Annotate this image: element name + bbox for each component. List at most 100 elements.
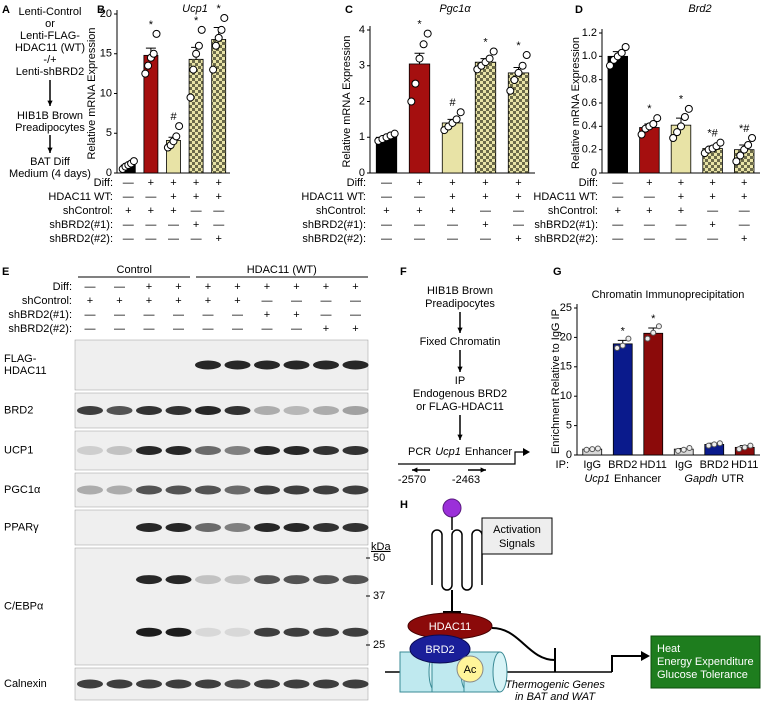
condition-sign: + <box>678 191 684 203</box>
blot-row-label: PGC1α <box>4 484 41 496</box>
kda-label: 50 <box>373 552 385 564</box>
flow-text: BAT Diff <box>30 156 71 168</box>
condition-sign: — <box>145 191 156 203</box>
blot-row-label: BRD2 <box>4 404 33 416</box>
flow-text: Lenti-shBRD2 <box>16 66 84 78</box>
kda-label: 37 <box>373 590 385 602</box>
inhibit-curve <box>491 627 556 672</box>
significance-mark: *# <box>707 128 718 140</box>
condition-sign: — <box>676 233 687 245</box>
blot-band <box>283 627 310 637</box>
condition-sign: — <box>644 219 655 231</box>
condition-sign: — <box>144 323 155 335</box>
condition-sign: + <box>205 281 211 293</box>
blot-band <box>254 523 280 532</box>
y-tick-label: 3 <box>359 60 365 72</box>
y-tick-label: 1.0 <box>582 50 597 62</box>
condition-sign: — <box>291 295 302 307</box>
blot-band <box>342 627 369 637</box>
data-point <box>716 440 723 447</box>
condition-sign: — <box>203 323 214 335</box>
blot-band <box>136 406 162 415</box>
data-point <box>510 76 519 85</box>
data-point <box>589 446 596 453</box>
bar <box>211 39 227 174</box>
condition-sign: + <box>293 281 299 293</box>
flow-text: Preadipocytes <box>15 122 85 134</box>
condition-sign: + <box>709 219 715 231</box>
condition-sign: — <box>381 233 392 245</box>
data-point <box>736 151 745 160</box>
outcome-text: Energy Expenditure <box>657 656 754 668</box>
group-label: Ucp1 Enhancer <box>584 473 661 485</box>
condition-sign: + <box>148 205 154 217</box>
blot-band <box>254 360 280 370</box>
bar <box>408 63 431 174</box>
y-tick-label: 15 <box>100 48 112 60</box>
blot-band <box>342 360 369 370</box>
data-point <box>456 108 465 117</box>
y-tick-label: 0 <box>359 167 365 179</box>
group-label: Gapdh UTR <box>684 473 744 485</box>
pcr-label: PCR Ucp1 Enhancer <box>408 446 512 458</box>
condition-sign: + <box>234 281 240 293</box>
condition-sign: — <box>612 219 623 231</box>
brd-shape <box>409 634 471 664</box>
chart-title: Chromatin Immunoprecipitation <box>592 289 745 301</box>
y-tick-label: 0.4 <box>582 120 597 132</box>
y-tick-label: 20 <box>560 331 572 343</box>
blot-band <box>195 406 221 415</box>
x-tick-label: IgG <box>675 459 693 471</box>
outcome-text: Glucose Tolerance <box>657 669 748 681</box>
condition-sign: + <box>175 281 181 293</box>
condition-sign: — <box>232 309 243 321</box>
condition-sign: + <box>215 191 221 203</box>
data-point <box>172 132 181 141</box>
condition-sign: + <box>449 191 455 203</box>
condition-sign: + <box>646 177 652 189</box>
y-tick-label: 10 <box>100 87 112 99</box>
y-tick-label: 0 <box>106 167 112 179</box>
condition-sign: + <box>170 177 176 189</box>
blot-band <box>195 485 221 495</box>
flow-text: Preadipocytes <box>425 298 495 310</box>
arrow-head <box>480 467 486 473</box>
significance-mark: * <box>417 18 422 30</box>
inhibit <box>443 590 461 613</box>
data-point <box>489 47 498 56</box>
blot-row-label: FLAG- <box>4 353 37 365</box>
data-point <box>655 323 662 330</box>
condition-sign: + <box>515 177 521 189</box>
arrow-head <box>641 651 650 661</box>
data-point <box>583 446 590 453</box>
data-point <box>741 444 748 451</box>
condition-sign: — <box>513 205 524 217</box>
flow-text: IP <box>455 375 465 387</box>
condition-sign: + <box>352 281 358 293</box>
arrow-head <box>457 327 463 333</box>
blot-band <box>283 485 310 495</box>
condition-label: shControl: <box>548 205 598 217</box>
bar <box>188 58 204 174</box>
ac-shape <box>456 655 484 683</box>
data-point <box>192 49 201 58</box>
blot-band <box>165 446 192 455</box>
flow-text: -/+ <box>43 54 56 66</box>
data-point <box>175 122 184 131</box>
blot-strip <box>74 547 369 666</box>
blot-row-label: C/EBPα <box>4 600 44 612</box>
data-point <box>390 129 399 138</box>
condition-sign: + <box>741 233 747 245</box>
y-axis-label: Relative mRNA Expression <box>86 27 98 159</box>
condition-sign: + <box>416 177 422 189</box>
blot-band <box>224 485 251 495</box>
data-point <box>637 130 646 139</box>
significance-mark: * <box>647 103 652 115</box>
blot-band <box>283 575 310 585</box>
condition-sign: — <box>85 309 96 321</box>
data-point <box>149 49 158 58</box>
data-point <box>141 69 150 78</box>
condition-label: shBRD2(#2): <box>534 233 598 245</box>
condition-sign: — <box>321 309 332 321</box>
y-axis-label: Enrichment Relative to IgG IP <box>550 309 562 454</box>
